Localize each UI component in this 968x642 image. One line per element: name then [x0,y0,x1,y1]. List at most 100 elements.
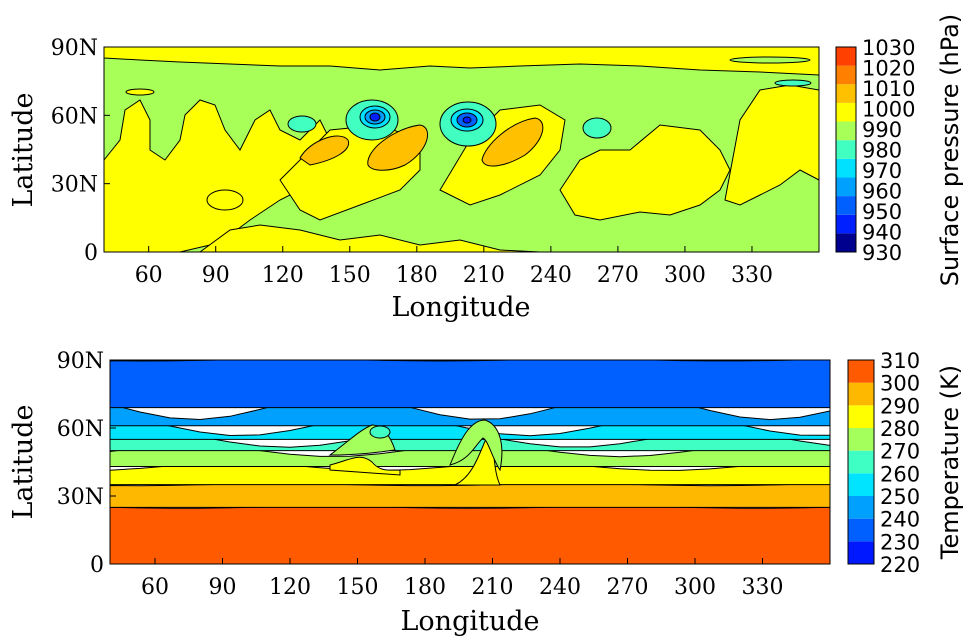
pressure-colorbar-frame [835,46,857,253]
pressure-x-tick-label: 300 [664,263,706,288]
temperature-x-tick-label: 60 [141,575,169,600]
pressure-colorbar-swatch [836,177,856,197]
pressure-x-tick-label: 150 [329,263,371,288]
pressure-colorbar-tick-label: 990 [862,118,902,142]
temperature-x-tick-label: 270 [607,575,649,600]
temperature-colorbar-tick-label: 290 [880,394,920,418]
temperature-wave-bump [369,425,391,439]
pressure-region-1000-west [104,99,341,252]
temperature-colorbar-tick-label: 260 [880,462,920,486]
temperature-colorbar-swatch [848,496,874,519]
temperature-wave-ridge [329,456,401,476]
pressure-colorbar-tick-label: 1020 [862,57,915,81]
pressure-x-tick-label: 60 [135,263,163,288]
pressure-x-tick-label: 270 [597,263,639,288]
temperature-axes-box [109,359,831,565]
pressure-colorbar-tick-label: 1030 [862,36,915,60]
temperature-x-tick-label: 180 [404,575,446,600]
temperature-colorbar-frame [847,359,875,565]
pressure-colorbar-tick-label: 1010 [862,77,915,101]
pressure-x-tick-label: 330 [731,263,773,288]
pressure-region-1000-far-east [724,84,819,206]
temperature-colorbar-swatch [848,450,874,474]
temperature-colorbar-swatch [848,518,874,542]
temperature-colorbar-tick-label: 220 [880,553,920,577]
pressure-high-1020-east [481,117,544,167]
pressure-y-tick-label: 0 [84,241,98,266]
temperature-y-tick-label: 60N [57,417,104,442]
temperature-wave-270 [449,419,503,472]
pressure-colorbar-swatch [836,84,856,103]
pressure-y-axis-label: Latitude [8,92,39,207]
temperature-y-axis-label: Latitude [8,404,39,519]
temperature-colorbar-tick-label: 240 [880,508,920,532]
temperature-plot-area [110,360,830,564]
pressure-high-1020-center [367,124,428,171]
pressure-island-1 [125,88,155,96]
temperature-colorbar-swatch [848,428,874,451]
temperature-x-tick-label: 240 [539,575,581,600]
pressure-x-tick-label: 210 [463,263,505,288]
temperature-band-230-240 [110,360,830,409]
pressure-colorbar-tick-label: 940 [862,221,902,245]
temperature-x-tick-label: 330 [742,575,784,600]
temperature-x-tick-label: 150 [337,575,379,600]
temperature-x-axis-label: Longitude [401,606,540,637]
pressure-low-950-west [369,112,381,122]
pressure-axes: 60 90 120 150 180 210 240 270 300 330 0 30N 60N 90N [51,36,773,288]
pressure-x-axis-label: Longitude [392,292,531,323]
pressure-colorbar-tick-label: 950 [862,200,902,224]
temperature-x-tick-label: 90 [209,575,237,600]
pressure-colorbar-swatch [836,233,856,252]
pressure-region-1000-east [559,124,731,221]
temperature-colorbar-swatch [848,405,874,428]
pressure-island-3 [729,56,811,64]
temperature-axes: 60 90 120 150 180 210 240 270 300 330 0 30N 60N 90N [57,349,784,600]
pressure-x-tick-label: 240 [530,263,572,288]
temperature-colorbar-swatch [848,541,874,564]
pressure-colorbar-tick-label: 980 [862,139,902,163]
pressure-colorbar-swatch [836,47,856,66]
pressure-colorbar-tick-label: 970 [862,159,902,183]
pressure-low-950-east [462,116,472,124]
pressure-high-1020-west [299,135,350,166]
pressure-low-small-west [287,115,317,133]
pressure-colorbar-tick-label: 930 [862,241,902,265]
temperature-colorbar-swatch [848,360,874,383]
pressure-colorbar-swatch [836,214,856,234]
temperature-wave-features [328,419,503,486]
temperature-x-tick-label: 300 [674,575,716,600]
pressure-x-tick-label: 120 [262,263,304,288]
temperature-colorbar-tick-label: 280 [880,417,920,441]
pressure-y-tick-label: 90N [51,36,98,61]
temperature-x-tick-label: 210 [472,575,514,600]
pressure-x-tick-label: 90 [202,263,230,288]
pressure-region-1000-south [199,224,541,252]
pressure-colorbar-tick-label: 960 [862,180,902,204]
temperature-band-290-300 [110,483,830,508]
pressure-colorbar-swatch [836,65,856,85]
temperature-y-tick-label: 0 [90,553,104,578]
pressure-colorbar-swatch [836,158,856,178]
pressure-plot-area [104,47,819,252]
temperature-colorbar-tick-label: 230 [880,530,920,554]
pressure-colorbar-label: Surface pressure (hPa) [936,14,964,286]
pressure-low-small-east [582,117,612,139]
temperature-colorbar-swatch [848,473,874,496]
pressure-y-tick-label: 30N [51,173,98,198]
temperature-band-300-310 [110,505,830,564]
temperature-colorbar-tick-label: 250 [880,485,920,509]
pressure-region-1000-north [104,47,819,76]
pressure-island-2 [774,79,812,87]
temperature-colorbar-tick-label: 300 [880,372,920,396]
pressure-y-tick-label: 60N [51,104,98,129]
pressure-axes-box [103,46,820,253]
pressure-colorbar-tick-label: 1000 [862,98,915,122]
temperature-colorbar-tick-label: 310 [880,349,920,373]
temperature-colorbar-label: Temperature (K) [936,365,964,560]
pressure-colorbar-swatch [836,121,856,141]
pressure-region-1000-small-west [206,189,244,211]
pressure-x-tick-label: 180 [396,263,438,288]
